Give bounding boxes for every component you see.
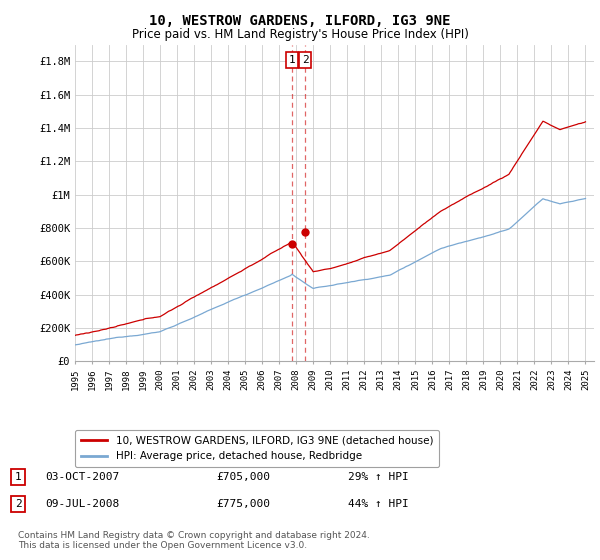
- Text: 03-OCT-2007: 03-OCT-2007: [45, 472, 119, 482]
- Text: 09-JUL-2008: 09-JUL-2008: [45, 499, 119, 509]
- Text: 44% ↑ HPI: 44% ↑ HPI: [348, 499, 409, 509]
- Text: £705,000: £705,000: [216, 472, 270, 482]
- Text: £775,000: £775,000: [216, 499, 270, 509]
- Text: 2: 2: [14, 499, 22, 509]
- Text: Contains HM Land Registry data © Crown copyright and database right 2024.
This d: Contains HM Land Registry data © Crown c…: [18, 531, 370, 550]
- Text: Price paid vs. HM Land Registry's House Price Index (HPI): Price paid vs. HM Land Registry's House …: [131, 28, 469, 41]
- Text: 29% ↑ HPI: 29% ↑ HPI: [348, 472, 409, 482]
- Legend: 10, WESTROW GARDENS, ILFORD, IG3 9NE (detached house), HPI: Average price, detac: 10, WESTROW GARDENS, ILFORD, IG3 9NE (de…: [75, 430, 439, 468]
- Text: 1: 1: [289, 55, 295, 65]
- Text: 2: 2: [302, 55, 308, 65]
- Text: 10, WESTROW GARDENS, ILFORD, IG3 9NE: 10, WESTROW GARDENS, ILFORD, IG3 9NE: [149, 14, 451, 28]
- Text: 1: 1: [14, 472, 22, 482]
